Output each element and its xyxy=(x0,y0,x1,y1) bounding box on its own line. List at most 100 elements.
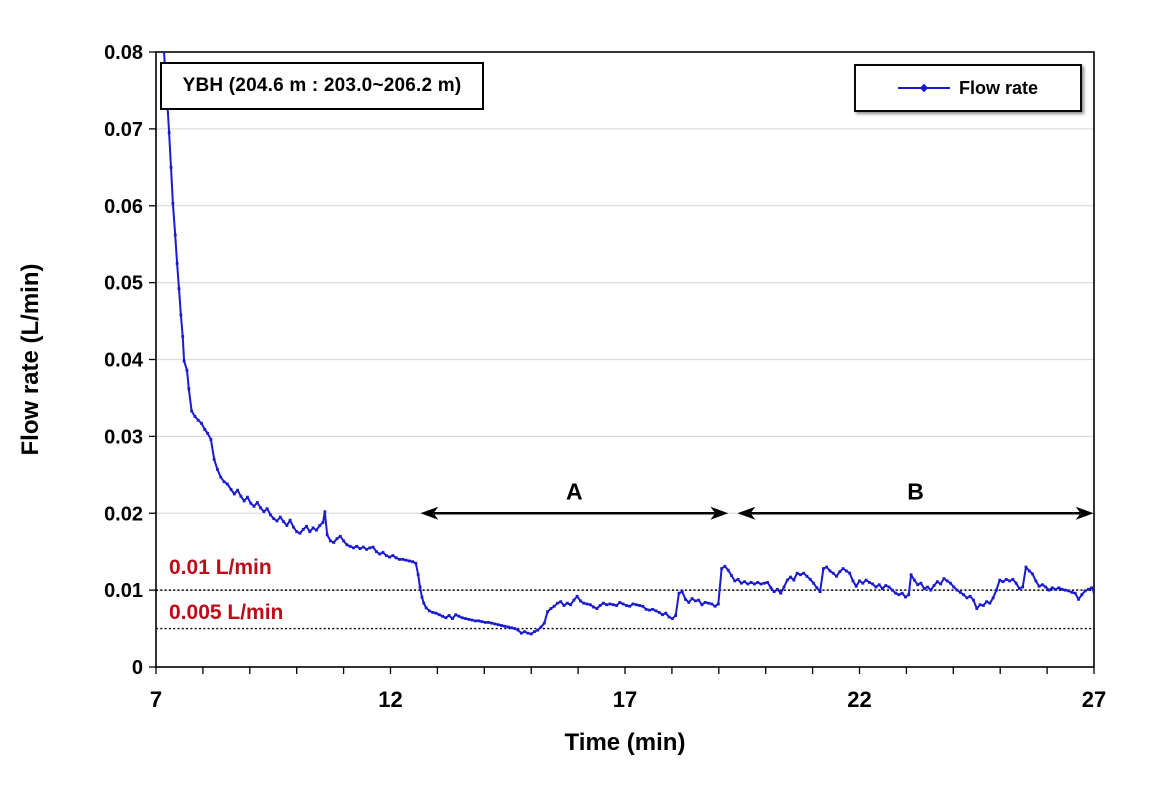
series-line-flow-rate xyxy=(163,52,1094,635)
series-marker xyxy=(789,575,792,579)
series-marker xyxy=(1092,590,1094,594)
series-marker xyxy=(1021,585,1025,589)
series-marker xyxy=(269,513,272,517)
series-marker xyxy=(1008,579,1011,583)
series-marker xyxy=(323,510,327,514)
series-marker xyxy=(981,604,985,607)
series-marker xyxy=(661,613,664,617)
series-marker xyxy=(598,604,602,607)
series-marker xyxy=(733,579,737,583)
chart-title: YBH (204.6 m : 203.0~206.2 m) xyxy=(182,75,462,96)
chart-title-box: YBH (204.6 m : 203.0~206.2 m) xyxy=(160,62,484,110)
arrow-head-right-icon xyxy=(710,506,729,520)
series-marker xyxy=(634,603,638,607)
series-marker xyxy=(167,131,171,135)
series-marker xyxy=(384,554,388,557)
series-marker xyxy=(285,524,289,527)
series-marker xyxy=(667,615,671,619)
plot-border xyxy=(155,51,1095,668)
series-marker xyxy=(962,593,966,597)
series-marker xyxy=(779,591,783,595)
series-marker xyxy=(513,627,517,630)
series-marker xyxy=(1073,591,1077,595)
series-marker xyxy=(965,596,969,600)
series-marker xyxy=(1044,585,1048,589)
series-marker xyxy=(693,599,697,603)
series-marker xyxy=(222,480,226,484)
series-marker xyxy=(447,614,451,617)
series-marker xyxy=(539,625,543,629)
series-marker xyxy=(736,577,740,581)
series-marker xyxy=(332,541,336,544)
y-tick-labels: 0 0.01 0.02 0.03 0.04 0.05 0.06 0.07 0.08 xyxy=(104,42,144,679)
series-marker xyxy=(252,504,256,508)
series-markers xyxy=(162,52,1094,636)
series-marker xyxy=(506,625,510,629)
series-marker xyxy=(700,603,704,607)
y-tick-label: 0.04 xyxy=(104,350,144,372)
series-marker xyxy=(416,573,420,577)
series-marker xyxy=(1037,584,1041,588)
series-marker xyxy=(812,581,815,585)
series-marker xyxy=(529,632,533,636)
series-marker xyxy=(239,494,243,498)
series-marker xyxy=(615,604,618,607)
series-marker xyxy=(874,585,878,589)
series-marker xyxy=(867,581,871,584)
series-marker xyxy=(490,621,494,625)
series-marker xyxy=(802,571,806,575)
arrow-head-left-icon xyxy=(737,506,756,520)
series-marker xyxy=(411,560,414,564)
series-marker xyxy=(401,557,405,561)
series-marker xyxy=(608,602,612,606)
reference-label-0.01: 0.01 L/min xyxy=(169,556,272,579)
y-tick-label: 0.05 xyxy=(104,273,143,295)
series-marker xyxy=(500,624,504,627)
series-marker xyxy=(684,597,687,601)
series-marker xyxy=(321,521,325,524)
series-marker xyxy=(723,564,727,568)
series-marker xyxy=(1080,593,1084,597)
series-marker xyxy=(782,585,786,589)
y-axis-title: Flow rate (L/min) xyxy=(17,264,44,456)
series-marker xyxy=(314,528,318,532)
series-marker xyxy=(311,526,315,530)
series-marker xyxy=(225,482,229,486)
series-marker xyxy=(955,588,959,592)
series-marker xyxy=(542,621,546,625)
series-marker xyxy=(945,579,949,583)
series-marker xyxy=(759,582,763,586)
series-marker xyxy=(939,582,943,586)
series-marker xyxy=(991,596,995,600)
series-marker xyxy=(978,603,982,607)
series-marker xyxy=(388,555,391,559)
series-marker xyxy=(232,492,236,496)
series-marker xyxy=(1047,588,1051,592)
series-marker xyxy=(358,547,362,551)
series-marker xyxy=(815,586,819,590)
series-marker xyxy=(335,537,339,541)
axis-ticks xyxy=(149,51,1095,674)
series-marker xyxy=(588,603,592,607)
series-marker xyxy=(391,554,395,557)
series-marker xyxy=(585,602,589,606)
series-marker xyxy=(881,587,884,590)
series-marker xyxy=(858,579,861,583)
series-marker xyxy=(345,543,349,547)
series-marker xyxy=(437,613,441,617)
series-marker xyxy=(690,597,694,600)
series-marker xyxy=(835,574,838,578)
series-marker xyxy=(190,409,194,413)
series-marker xyxy=(952,585,956,589)
series-marker xyxy=(209,438,213,441)
series-marker xyxy=(473,619,477,623)
series-marker xyxy=(795,571,799,575)
series-marker xyxy=(510,626,513,630)
series-marker xyxy=(638,604,641,607)
series-marker xyxy=(338,534,342,538)
series-marker xyxy=(828,569,832,573)
series-marker xyxy=(932,584,936,587)
legend-marker-icon xyxy=(919,83,929,92)
series-marker xyxy=(726,568,730,572)
